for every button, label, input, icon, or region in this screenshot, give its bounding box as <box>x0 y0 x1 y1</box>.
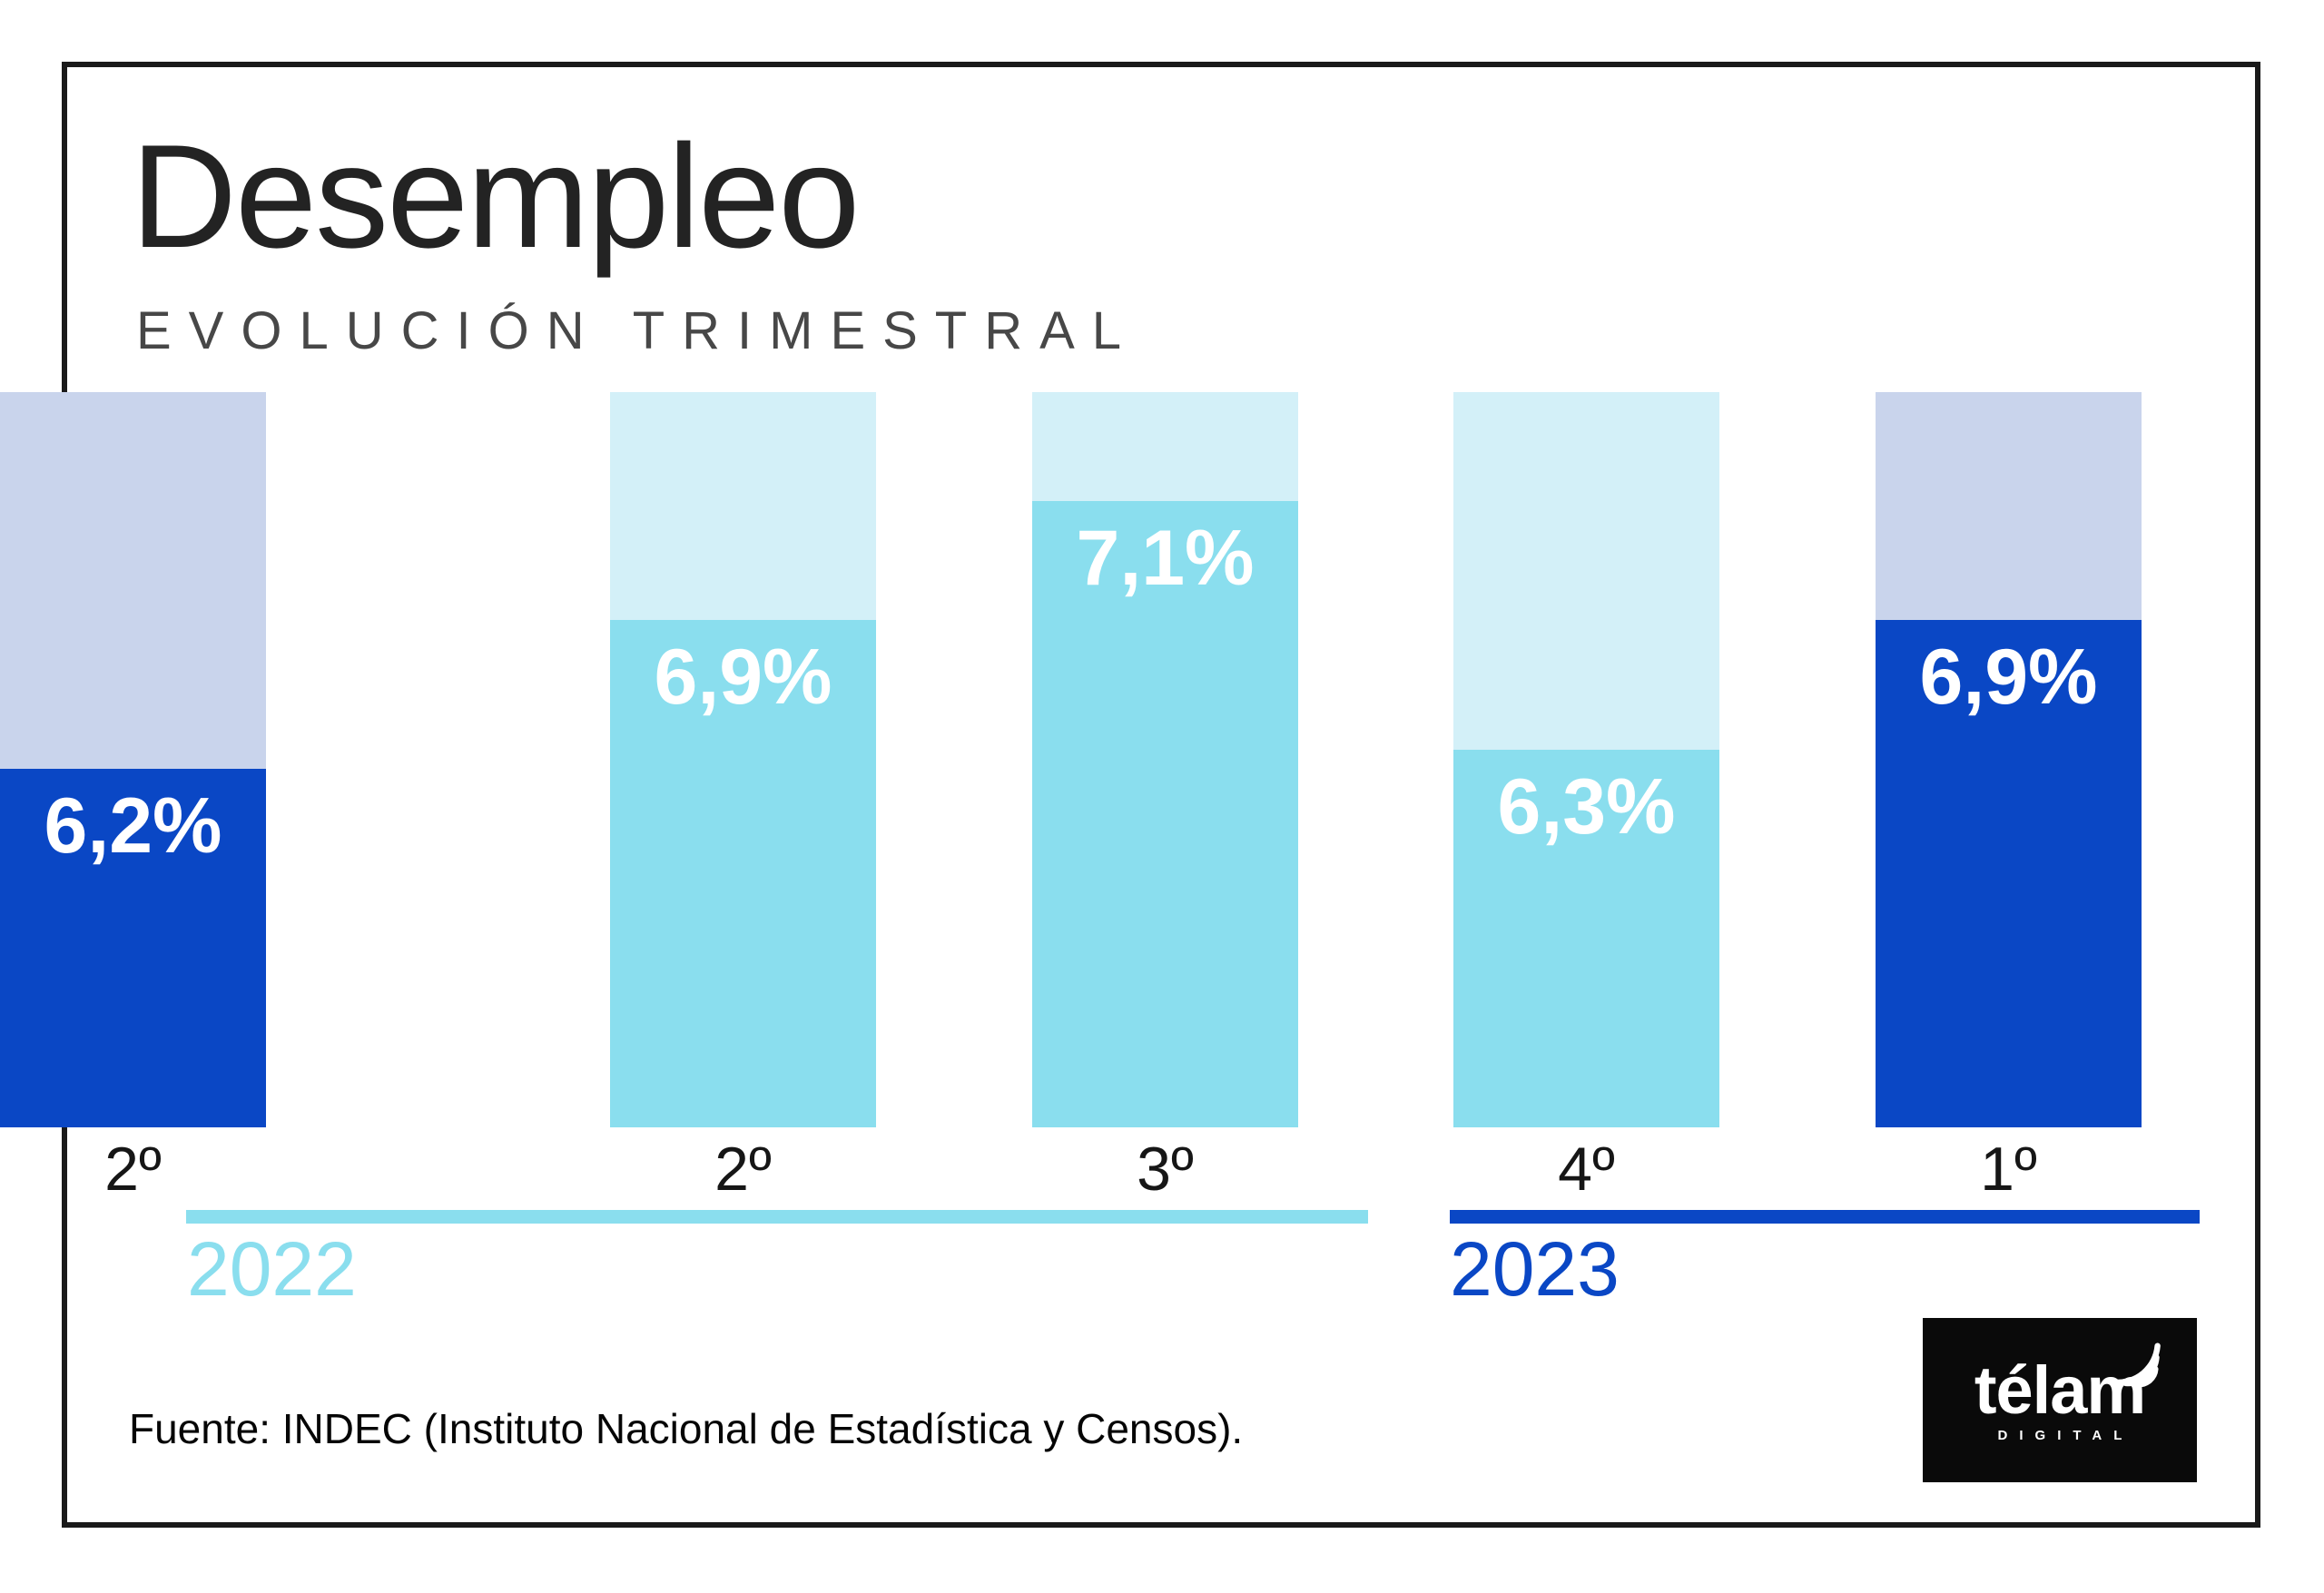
source-note: Fuente: INDEC (Instituto Nacional de Est… <box>129 1405 1244 1452</box>
year-label-2023: 2023 <box>1450 1226 1620 1312</box>
bar-2022-q4: 6,3% 4º <box>1453 392 1719 1200</box>
bar-value-label: 7,1% <box>1076 515 1255 602</box>
bar-fill: 6,2% <box>0 769 266 1127</box>
page-title: Desempleo <box>131 114 860 279</box>
axis-underline-2022 <box>186 1210 1368 1224</box>
bar-value-label: 6,2% <box>44 782 222 870</box>
bar-2022-q3: 7,1% 3º <box>1032 392 1298 1200</box>
telam-logo: télam DIGITAL <box>1923 1318 2197 1482</box>
x-axis-label-quarter: 4º <box>1558 1135 1615 1204</box>
bar-fill: 7,1% <box>1032 501 1298 1127</box>
year-label-2022: 2022 <box>187 1226 357 1312</box>
x-axis-label-quarter: 2º <box>714 1135 772 1204</box>
bar-2022-q2: 6,9% 2º <box>610 392 876 1200</box>
bar-2023-q2: 6,2% 2º <box>0 392 266 1200</box>
telam-brand-text: télam <box>1974 1352 2146 1428</box>
x-axis-label-quarter: 3º <box>1137 1135 1194 1204</box>
wifi-arcs-icon <box>2111 1342 2162 1388</box>
telam-digital-text: DIGITAL <box>1997 1428 2134 1443</box>
axis-underline-2023 <box>1450 1210 2200 1224</box>
bar-value-label: 6,9% <box>654 634 832 721</box>
bar-value-label: 6,3% <box>1497 763 1676 851</box>
bar-fill: 6,9% <box>610 620 876 1127</box>
bar-value-label: 6,9% <box>1919 634 2098 721</box>
x-axis-label-quarter: 1º <box>1980 1135 2037 1204</box>
bar-fill: 6,9% <box>1876 620 2142 1127</box>
bar-fill: 6,3% <box>1453 750 1719 1127</box>
bar-2023-q1: 6,9% 1º <box>1876 392 2142 1200</box>
x-axis-label-quarter: 2º <box>104 1135 162 1204</box>
page-subtitle: EVOLUCIÓN TRIMESTRAL <box>136 301 1139 360</box>
telam-wordmark: télam <box>1974 1342 2162 1424</box>
